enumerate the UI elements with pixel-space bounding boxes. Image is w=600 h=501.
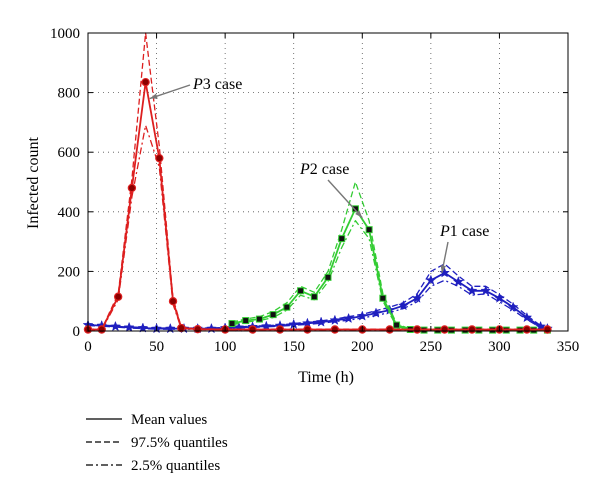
data-point-p1 xyxy=(466,285,478,296)
data-point-p3 xyxy=(412,325,422,334)
x-tick-label: 50 xyxy=(149,339,164,355)
legend-label: 97.5% quantiles xyxy=(131,435,228,451)
plot-frame xyxy=(87,32,569,332)
data-point-p2 xyxy=(393,321,401,329)
data-point-p1 xyxy=(123,321,135,333)
annotation-arrowhead xyxy=(440,265,446,273)
data-point-p2 xyxy=(297,287,305,295)
data-point-p3 xyxy=(193,325,202,334)
y-tick-label: 200 xyxy=(58,264,81,280)
data-point-p2 xyxy=(242,317,250,325)
legend-item-dashed: 97.5% quantiles xyxy=(86,435,228,451)
legend-item-solid: Mean values xyxy=(86,412,207,428)
data-point-p2 xyxy=(228,320,236,328)
annotation-label-italic: P xyxy=(192,76,203,93)
data-point-p2 xyxy=(379,294,387,302)
data-point-p2 xyxy=(338,235,346,243)
annotation-arrow xyxy=(327,179,363,219)
data-point-p3 xyxy=(177,323,186,333)
data-point-p1 xyxy=(411,292,423,303)
x-tick-label: 250 xyxy=(420,339,443,355)
y-tick-label: 400 xyxy=(58,205,81,221)
x-tick-label: 150 xyxy=(282,339,305,355)
data-point-p3 xyxy=(522,325,532,334)
y-tick-label: 600 xyxy=(58,145,81,161)
annotation-label-italic: P xyxy=(299,161,310,178)
legend-item-dashdot: 2.5% quantiles xyxy=(86,458,220,474)
data-point-p3 xyxy=(543,325,552,334)
data-point-p1 xyxy=(480,285,492,296)
annotation-label-rest: 3 case xyxy=(203,76,243,93)
series-p3-mean-line xyxy=(88,81,548,331)
x-tick-label: 200 xyxy=(351,339,374,355)
y-tick-label: 800 xyxy=(58,86,81,102)
data-point-p2 xyxy=(255,315,263,323)
data-point-p3 xyxy=(97,325,106,334)
data-point-p1 xyxy=(137,322,149,333)
x-tick-label: 0 xyxy=(84,339,92,355)
series-layer xyxy=(82,32,553,334)
data-point-p1 xyxy=(315,316,327,327)
data-point-p3 xyxy=(155,153,164,163)
y-tick-label: 0 xyxy=(73,324,81,340)
data-point-p1 xyxy=(439,267,450,278)
data-point-p1 xyxy=(370,307,382,318)
y-tick-label: 1000 xyxy=(50,26,80,42)
data-point-p2 xyxy=(269,311,277,319)
data-point-p1 xyxy=(356,310,368,321)
data-point-p2 xyxy=(283,303,291,311)
data-point-p3 xyxy=(141,77,150,87)
data-point-p2 xyxy=(324,273,332,281)
data-point-p3 xyxy=(275,325,285,334)
data-point-p3 xyxy=(330,325,340,334)
data-point-p3 xyxy=(440,325,449,334)
annotation-label: P3 case xyxy=(192,76,242,93)
annotation-arrowhead xyxy=(355,210,363,218)
x-tick-label: 300 xyxy=(488,339,511,355)
x-tick-label: 100 xyxy=(214,339,237,355)
annotation-arrowhead xyxy=(149,93,158,99)
data-point-p1 xyxy=(507,301,519,312)
data-point-p3 xyxy=(127,183,137,193)
data-point-p1 xyxy=(343,312,354,324)
data-point-p1 xyxy=(521,311,533,323)
x-axis-label: Time (h) xyxy=(298,369,354,386)
annotation-label: P1 case xyxy=(439,223,489,240)
axis-ticks: 0 50 100 150 200 250 300 350 0 200 400 600 800 1000 xyxy=(50,26,579,355)
data-point-p2 xyxy=(365,226,373,234)
x-tick-label: 350 xyxy=(557,339,580,355)
series-p3 xyxy=(83,32,552,334)
annotation-2: P1 case xyxy=(439,223,489,274)
data-point-p1 xyxy=(110,320,121,332)
legend-label: Mean values xyxy=(131,412,207,428)
data-point-p3 xyxy=(385,325,394,334)
data-point-p2 xyxy=(310,293,318,301)
annotation-label-italic: P xyxy=(439,223,450,240)
data-point-p1 xyxy=(494,292,505,303)
legend-label: 2.5% quantiles xyxy=(131,458,220,474)
data-point-p1 xyxy=(329,314,341,325)
annotation-1: P2 case xyxy=(299,161,363,219)
annotation-label-rest: 2 case xyxy=(310,161,350,178)
data-point-p3 xyxy=(248,325,257,334)
annotation-label-rest: 1 case xyxy=(450,223,490,240)
annotation-label: P2 case xyxy=(299,161,349,178)
data-point-p3 xyxy=(467,325,477,334)
data-point-p1 xyxy=(452,276,464,287)
y-axis-label: Infected count xyxy=(25,136,42,229)
data-point-p3 xyxy=(168,297,178,306)
legend: Mean values 97.5% quantiles 2.5% quantiles xyxy=(86,412,228,474)
data-point-p1 xyxy=(425,274,437,285)
data-point-p3 xyxy=(113,292,123,301)
plot-area-border xyxy=(87,32,569,332)
data-point-p1 xyxy=(260,320,272,331)
data-point-p1 xyxy=(398,299,409,311)
annotation-0: P3 case xyxy=(149,76,242,100)
data-point-p2 xyxy=(351,205,359,213)
data-point-p3 xyxy=(303,325,312,334)
